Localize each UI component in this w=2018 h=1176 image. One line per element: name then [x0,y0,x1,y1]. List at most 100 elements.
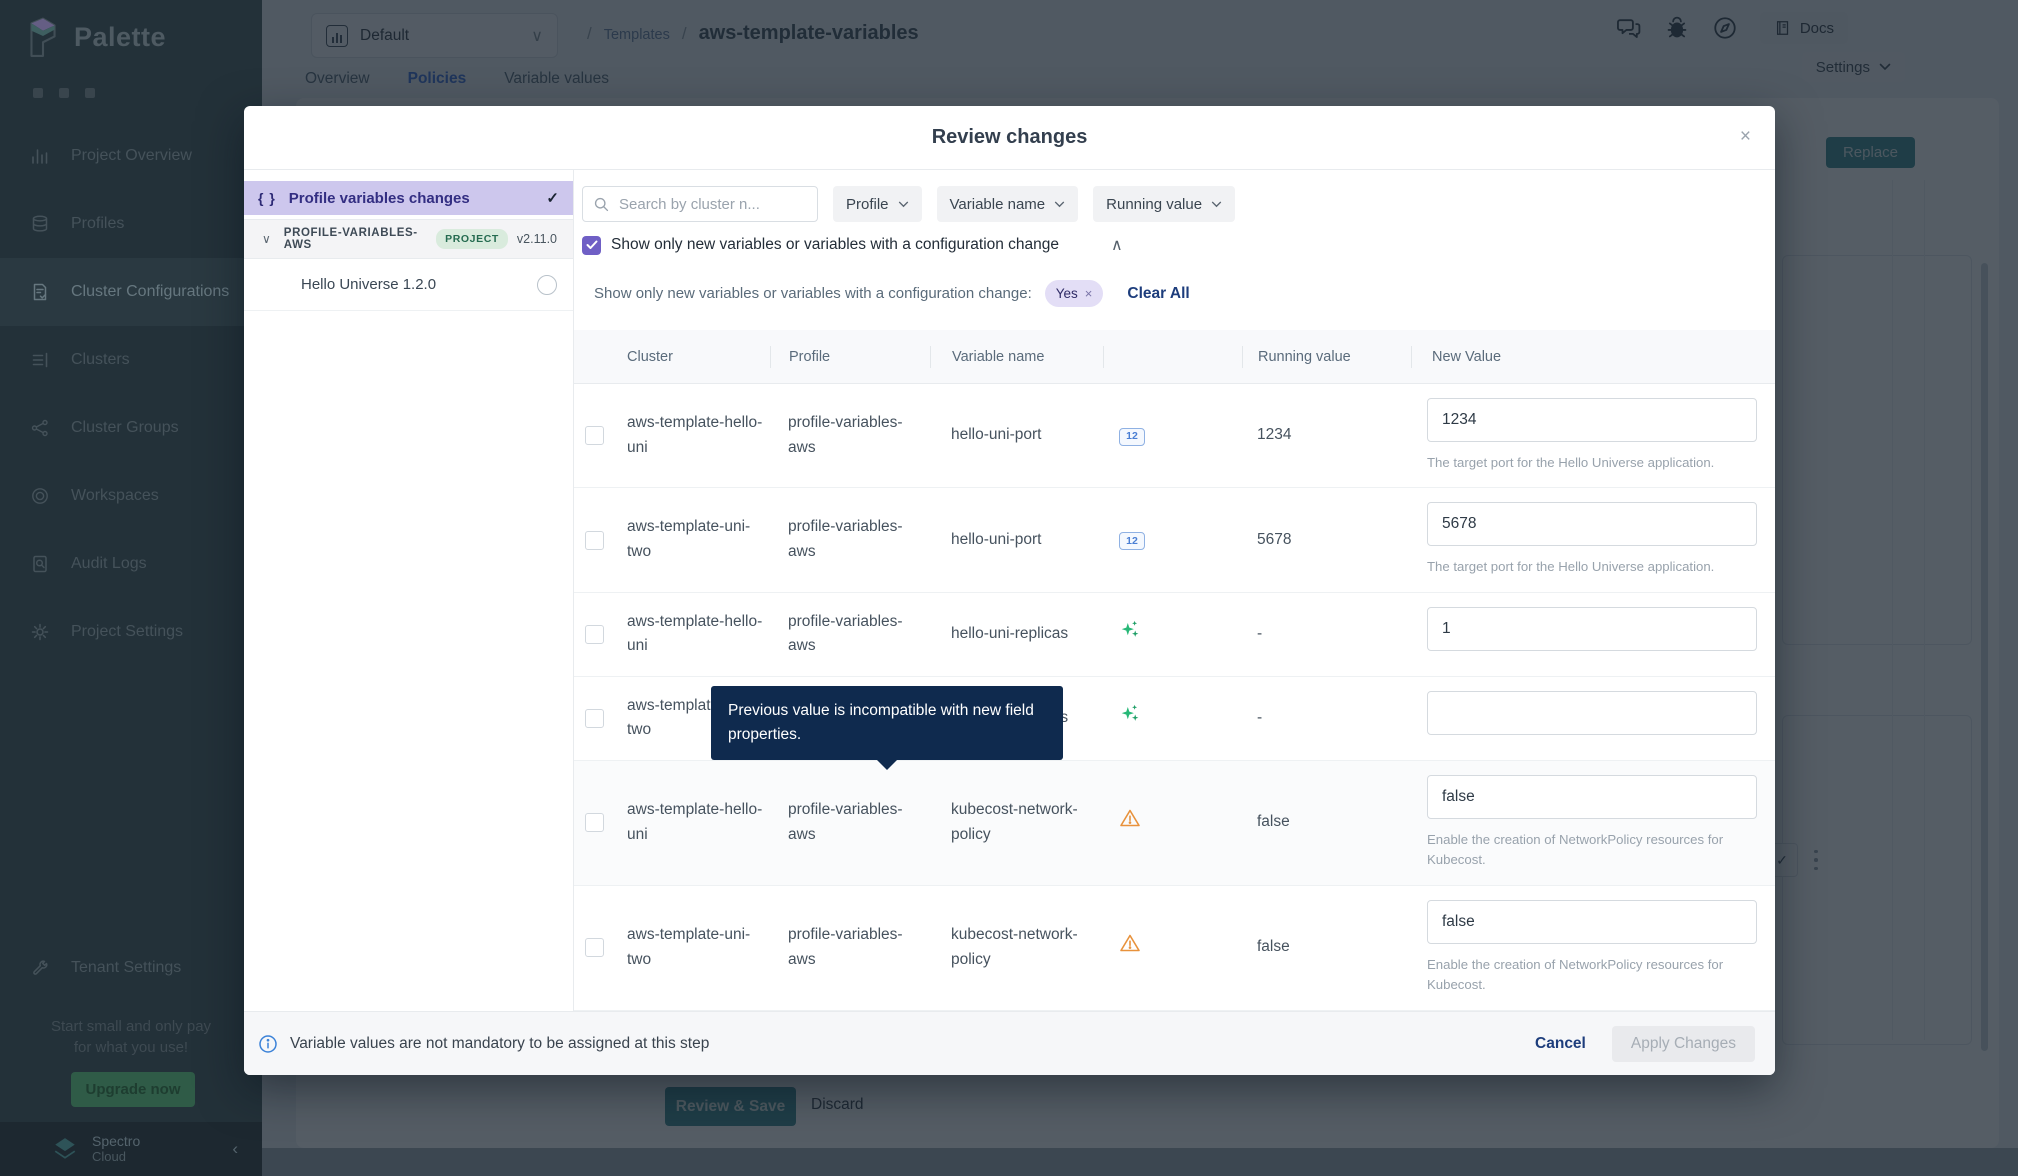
table-row: aws-template-hello-uni profile-variables… [574,760,1775,886]
upgrade-now-button[interactable]: Upgrade now [71,1072,195,1107]
sidebar-item-audit-logs[interactable]: Audit Logs [0,530,262,598]
app-switcher-dots[interactable] [33,88,95,98]
table-row: aws-template-uni-two profile-variables-a… [574,885,1775,1011]
warning-icon [1119,932,1141,963]
new-value-input[interactable] [1427,606,1757,651]
sparkle-new-icon [1119,619,1141,650]
new-value-input[interactable] [1427,398,1757,442]
checkbox-checked-icon[interactable] [582,235,601,255]
new-value-helper: Enable the creation of NetworkPolicy res… [1427,956,1724,993]
nodes-icon [30,418,50,438]
chevron-down-icon: ∨ [262,232,271,246]
palette-logo-icon [30,17,56,57]
cell-variable-name: kubecost-network-policy [951,925,1078,968]
cell-running-value: - [1257,709,1263,726]
radio-unselected-icon[interactable] [537,274,557,295]
col-header-select [574,346,614,368]
doc-check-icon [30,282,50,302]
clear-all-link[interactable]: Clear All [1127,284,1190,302]
cell-profile: profile-variables-aws [788,413,903,456]
list-icon [30,350,50,370]
incompatible-value-tooltip: Previous value is incompatible with new … [711,686,1063,771]
chevron-down-icon [1055,201,1065,207]
cell-cluster: aws-template-hello-uni [627,612,763,655]
row-checkbox[interactable] [584,813,604,833]
sidebar-item-cluster-groups[interactable]: Cluster Groups [0,394,262,462]
number-type-icon: 12 [1119,423,1145,448]
new-value-input[interactable] [1427,899,1757,944]
table-row: aws-template-hello-uni profile-variables… [574,592,1775,677]
row-checkbox[interactable] [584,708,604,728]
filter-dropdown-running-value[interactable]: Running value [1093,186,1236,222]
sidebar-item-tenant-settings[interactable]: Tenant Settings [0,934,262,1002]
nav-item-profile-variables-changes[interactable]: { } Profile variables changes ✓ [244,181,573,215]
filter-dropdown-profile[interactable]: Profile [833,186,922,222]
palette-logo: Palette [24,16,166,58]
sidebar-item-profiles[interactable]: Profiles [0,190,262,258]
sidebar: Palette Project Overview Profiles Cluste… [0,0,262,1176]
sidebar-collapse-icon[interactable]: ‹ [232,1139,238,1158]
chart-icon [30,146,50,166]
filters-row: Profile Variable name Running value [582,186,1775,222]
search-input[interactable] [619,195,807,213]
filter-dropdown-variable-name[interactable]: Variable name [936,186,1079,222]
close-icon[interactable]: × [1739,126,1751,147]
apply-changes-button[interactable]: Apply Changes [1611,1025,1755,1062]
chevron-down-icon [898,201,908,207]
pack-row-hello-universe[interactable]: Hello Universe 1.2.0 [244,259,573,311]
modal-footer: Variable values are not mandatory to be … [244,1011,1775,1075]
cell-profile: profile-variables-aws [788,925,903,968]
layers-icon [30,214,50,234]
cell-running-value: 1234 [1257,426,1292,444]
chevron-up-icon[interactable]: ∧ [1111,237,1123,254]
sidebar-item-label: Project Overview [71,147,192,164]
cancel-button[interactable]: Cancel [1535,1034,1586,1052]
profile-version: v2.11.0 [516,232,557,246]
info-icon [259,1034,277,1053]
sidebar-item-clusters[interactable]: Clusters [0,326,262,394]
tools-icon [30,958,50,978]
new-value-input[interactable] [1427,690,1757,735]
review-changes-modal: Review changes × { } Profile variables c… [244,106,1775,1075]
table-header-row: Cluster Profile Variable name Running value… [574,330,1775,384]
col-header-profile: Profile [770,345,930,368]
modal-header: Review changes × [244,106,1775,170]
modal-title: Review changes [931,126,1088,148]
sidebar-nav: Project Overview Profiles Cluster Config… [0,122,262,666]
check-icon: ✓ [546,190,559,207]
row-checkbox[interactable] [584,624,604,644]
row-checkbox[interactable] [584,530,604,550]
row-checkbox[interactable] [584,426,604,446]
profile-group-row[interactable]: ∨ PROFILE-VARIABLES-AWS PROJECT v2.11.0 [244,219,573,259]
sidebar-tenant: Tenant Settings [0,934,262,1002]
spectro-cloud-label: Spectro Cloud [92,1133,141,1164]
cell-variable-name: hello-uni-port [951,530,1042,548]
table-body: aws-template-hello-uni profile-variables… [574,384,1775,1011]
number-type-icon: 12 [1119,528,1145,553]
remove-chip-icon[interactable]: × [1084,286,1093,301]
cell-profile: profile-variables-aws [788,612,903,655]
sidebar-item-project-overview[interactable]: Project Overview [0,122,262,190]
sidebar-item-workspaces[interactable]: Workspaces [0,462,262,530]
col-header-type-icon [1103,345,1242,368]
new-value-helper: The target port for the Hello Universe a… [1427,559,1715,575]
col-header-new-value: New Value [1411,345,1775,368]
modal-content: Profile Variable name Running value Show… [574,170,1775,1011]
warning-icon [1119,807,1141,838]
sidebar-item-label: Project Settings [71,623,184,640]
show-only-filter-row: Show only new variables or variables wit… [582,235,1775,255]
filter-chip-yes[interactable]: Yes × [1044,280,1104,307]
sidebar-item-label: Workspaces [71,487,159,504]
sidebar-item-cluster-configurations[interactable]: Cluster Configurations [0,258,262,326]
cell-profile: profile-variables-aws [788,801,903,843]
new-value-input[interactable] [1427,774,1757,819]
row-checkbox[interactable] [584,938,604,958]
sidebar-item-label: Tenant Settings [71,959,182,976]
new-value-input[interactable] [1427,502,1757,547]
upgrade-promo-text: Start small and only pay for what you us… [50,1018,212,1056]
project-scope-badge: PROJECT [436,229,508,249]
chevron-down-icon [1211,201,1222,207]
col-header-variable-name: Variable name [930,345,1103,368]
footer-note: Variable values are not mandatory to be … [290,1034,710,1052]
sidebar-item-project-settings[interactable]: Project Settings [0,598,262,666]
